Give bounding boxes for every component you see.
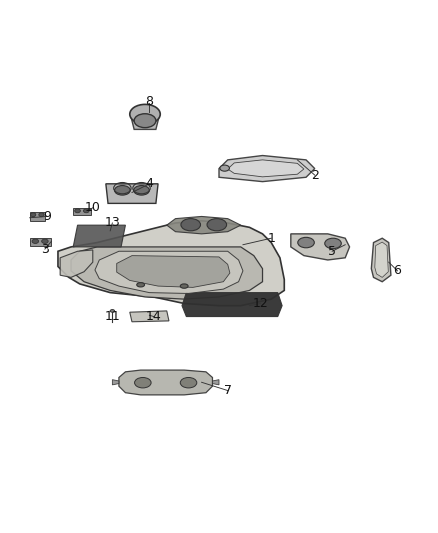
Polygon shape <box>58 221 284 305</box>
Polygon shape <box>375 242 389 277</box>
Text: 13: 13 <box>105 216 120 230</box>
Text: 4: 4 <box>145 177 153 190</box>
Ellipse shape <box>207 219 226 231</box>
Polygon shape <box>30 238 51 246</box>
Text: 7: 7 <box>224 384 232 397</box>
Text: 11: 11 <box>105 310 120 323</box>
Polygon shape <box>182 293 282 317</box>
Ellipse shape <box>134 114 156 128</box>
Polygon shape <box>73 208 91 215</box>
Ellipse shape <box>298 237 314 248</box>
Ellipse shape <box>83 209 89 213</box>
Polygon shape <box>119 370 212 395</box>
Text: 2: 2 <box>311 168 319 182</box>
Text: 6: 6 <box>393 264 401 277</box>
Polygon shape <box>291 234 350 260</box>
Polygon shape <box>131 116 159 130</box>
Polygon shape <box>30 212 45 221</box>
Polygon shape <box>71 247 262 299</box>
Polygon shape <box>117 256 230 287</box>
Text: 9: 9 <box>43 210 51 223</box>
Text: 3: 3 <box>41 243 49 256</box>
Ellipse shape <box>75 209 81 213</box>
Ellipse shape <box>115 185 130 195</box>
Polygon shape <box>371 238 391 282</box>
Ellipse shape <box>110 310 115 312</box>
Polygon shape <box>73 225 125 247</box>
Ellipse shape <box>180 377 197 388</box>
Text: 1: 1 <box>267 232 275 245</box>
Ellipse shape <box>32 239 39 244</box>
Ellipse shape <box>325 238 341 249</box>
Ellipse shape <box>137 282 145 287</box>
Ellipse shape <box>39 213 44 217</box>
Polygon shape <box>219 156 315 182</box>
Ellipse shape <box>220 165 230 171</box>
Ellipse shape <box>42 239 48 244</box>
Polygon shape <box>113 379 119 385</box>
Polygon shape <box>130 311 169 322</box>
Polygon shape <box>95 251 243 294</box>
Ellipse shape <box>134 185 149 195</box>
Text: 8: 8 <box>145 95 153 108</box>
Polygon shape <box>60 250 93 277</box>
Text: 10: 10 <box>85 201 101 214</box>
Text: 14: 14 <box>146 310 162 323</box>
Polygon shape <box>106 184 158 204</box>
Ellipse shape <box>31 213 36 217</box>
Ellipse shape <box>130 104 160 124</box>
Ellipse shape <box>134 377 151 388</box>
Ellipse shape <box>180 284 188 288</box>
Polygon shape <box>167 216 241 234</box>
Polygon shape <box>228 160 304 177</box>
Text: 5: 5 <box>328 245 336 258</box>
Text: 12: 12 <box>252 297 268 310</box>
Ellipse shape <box>181 219 201 231</box>
Polygon shape <box>212 379 219 385</box>
